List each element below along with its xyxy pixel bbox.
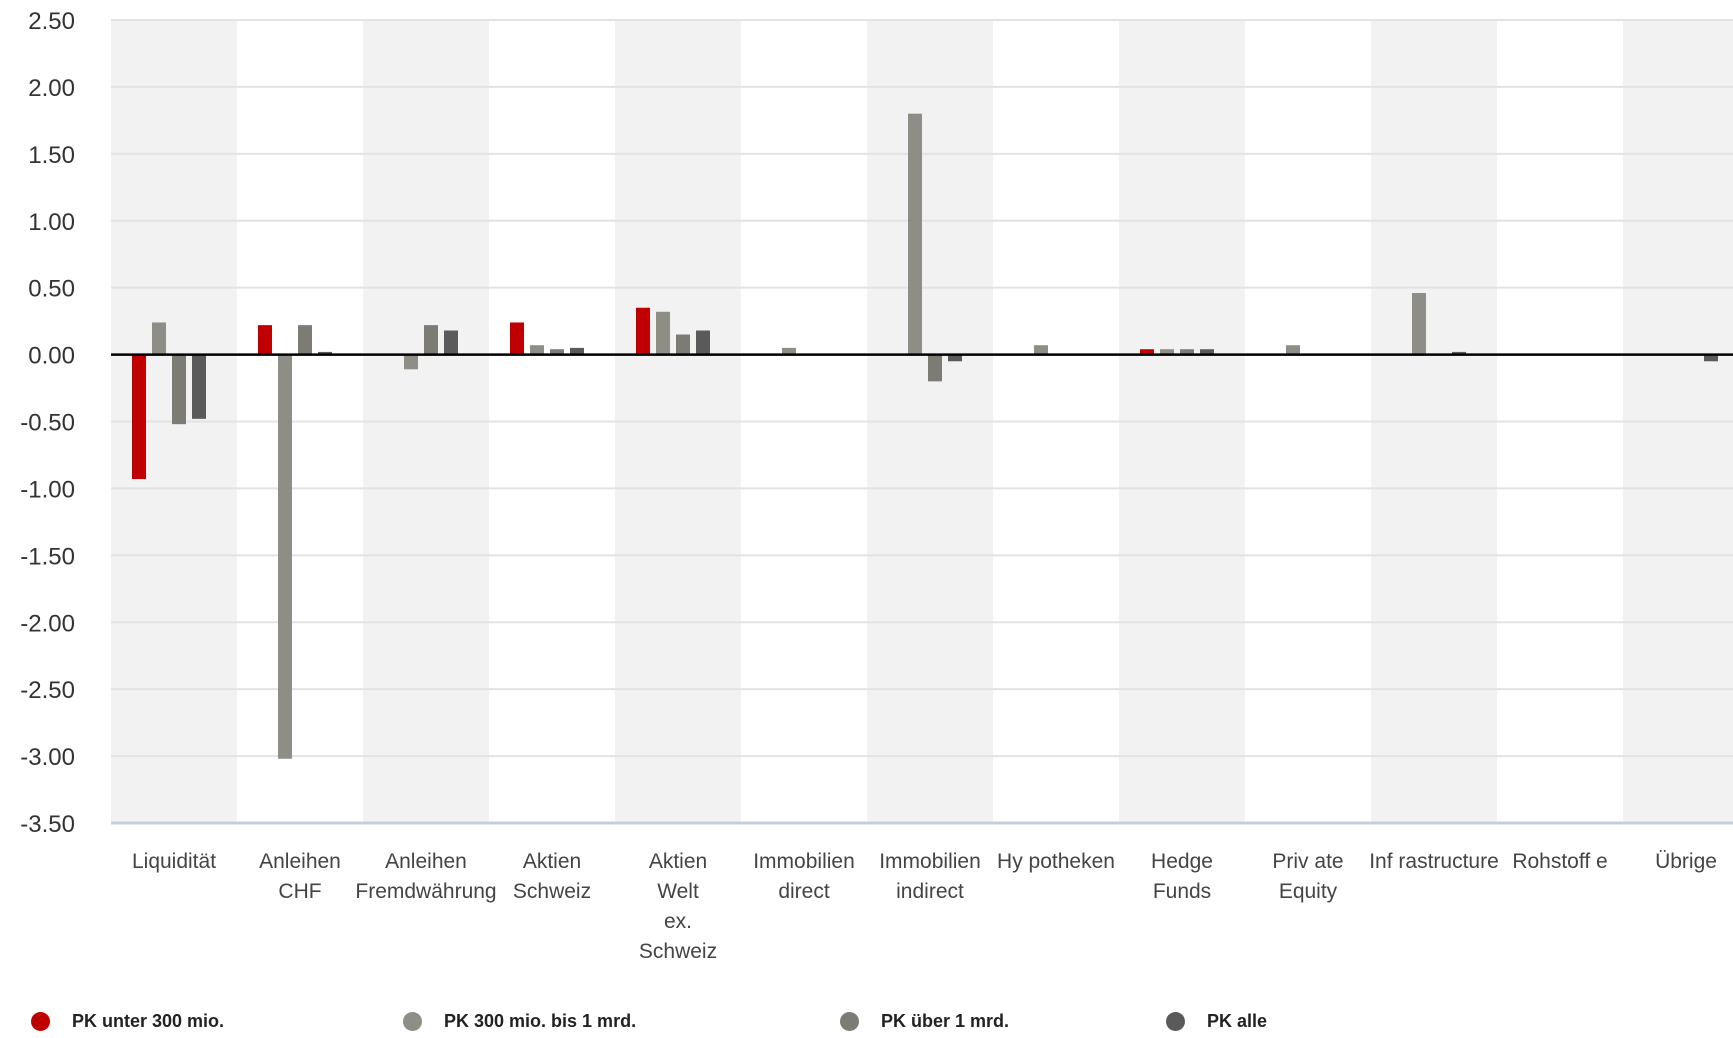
legend-label-3: PK alle	[1207, 1010, 1268, 1031]
x-tick-label: Hedge Funds	[1151, 850, 1213, 903]
legend-marker-0	[31, 1011, 50, 1031]
bar-3-0	[510, 322, 524, 355]
bar-2-3	[444, 330, 458, 355]
y-tick-label: 2.00	[28, 75, 75, 102]
x-tick-label: Hy potheken	[997, 850, 1115, 873]
x-tick-label: Liquidität	[132, 850, 216, 873]
x-tick-label: Aktien Schweiz	[513, 850, 591, 903]
x-tick-label: Aktien Welt ex. Schweiz	[639, 850, 717, 963]
legend-marker-2	[840, 1011, 859, 1031]
x-tick-label: Anleihen CHF	[259, 850, 341, 903]
bar-0-3	[192, 354, 206, 419]
y-tick-label: 0.00	[28, 343, 75, 370]
bar-8-1	[1160, 349, 1174, 355]
bar-0-2	[172, 354, 186, 425]
bar-2-1	[404, 354, 418, 370]
legend-label-1: PK 300 mio. bis 1 mrd.	[444, 1010, 637, 1031]
y-tick-label: -2.50	[20, 677, 75, 704]
bar-4-1	[656, 311, 670, 355]
bar-6-2	[928, 354, 942, 382]
x-tick-label: Inf rastructure	[1369, 850, 1499, 873]
bar-6-1	[908, 113, 922, 355]
bar-5-1	[782, 347, 796, 355]
legend-item-1[interactable]: PK 300 mio. bis 1 mrd.	[403, 1010, 636, 1032]
y-tick-label: 1.00	[28, 209, 75, 236]
bar-4-3	[696, 330, 710, 355]
bar-8-3	[1200, 349, 1214, 355]
legend-item-2[interactable]: PK über 1 mrd.	[840, 1010, 1009, 1032]
x-tick-label: Immobilien direct	[753, 850, 855, 903]
x-tick-label: Übrige	[1655, 850, 1717, 873]
legend-item-3[interactable]: PK alle	[1166, 1010, 1267, 1032]
bar-3-1	[530, 345, 544, 355]
x-tick-label: Immobilien indirect	[879, 850, 981, 903]
y-tick-label: 0.50	[28, 276, 75, 303]
legend-label-0: PK unter 300 mio.	[72, 1010, 225, 1031]
y-tick-label: -0.50	[20, 410, 75, 437]
bar-4-0	[636, 307, 650, 355]
bar-8-0	[1140, 349, 1154, 355]
y-tick-label: -1.50	[20, 543, 75, 570]
legend-marker-1	[403, 1011, 422, 1031]
bar-chart: 2.50 2.00 1.50 1.00 0.50 0.00 -0.50 -1.00 -1.50 -…	[20, 8, 1733, 963]
y-axis-ticks: 2.50 2.00 1.50 1.00 0.50 0.00 -0.50 -1.00 -1.50 -…	[20, 8, 75, 838]
bar-1-2	[298, 325, 312, 355]
legend-marker-3	[1166, 1011, 1185, 1031]
y-tick-label: -3.00	[20, 744, 75, 771]
legend-label-2: PK über 1 mrd.	[881, 1010, 1010, 1031]
bar-0-1	[152, 322, 166, 355]
y-tick-label: 1.50	[28, 142, 75, 169]
x-tick-label: Rohstoff e	[1512, 850, 1607, 873]
bar-1-1	[278, 354, 292, 759]
bar-7-1	[1034, 345, 1048, 355]
bar-10-1	[1412, 293, 1426, 355]
x-axis-ticks: Liquidität Anleihen CHF Anleihen Fremdwährun…	[132, 850, 1717, 963]
bar-9-1	[1286, 345, 1300, 355]
x-tick-label: Priv ate Equity	[1272, 850, 1343, 903]
y-tick-label: -1.00	[20, 476, 75, 503]
bar-2-2	[424, 325, 438, 355]
y-tick-label: -3.50	[20, 811, 75, 838]
bar-3-3	[570, 347, 584, 355]
legend-item-0[interactable]: PK unter 300 mio.	[31, 1010, 224, 1032]
bars	[132, 113, 1718, 759]
bar-4-2	[676, 334, 690, 355]
bar-0-0	[132, 354, 146, 480]
bar-1-3	[318, 351, 332, 355]
bar-3-2	[550, 349, 564, 355]
y-tick-label: -2.00	[20, 610, 75, 637]
bar-10-3	[1452, 351, 1466, 355]
bar-6-3	[948, 354, 962, 362]
bar-8-2	[1180, 349, 1194, 355]
y-tick-label: 2.50	[28, 8, 75, 35]
x-tick-label: Anleihen Fremdwährung	[355, 850, 496, 903]
bar-1-0	[258, 325, 272, 355]
bar-12-3	[1704, 354, 1718, 362]
axis-lines	[111, 353, 1733, 825]
